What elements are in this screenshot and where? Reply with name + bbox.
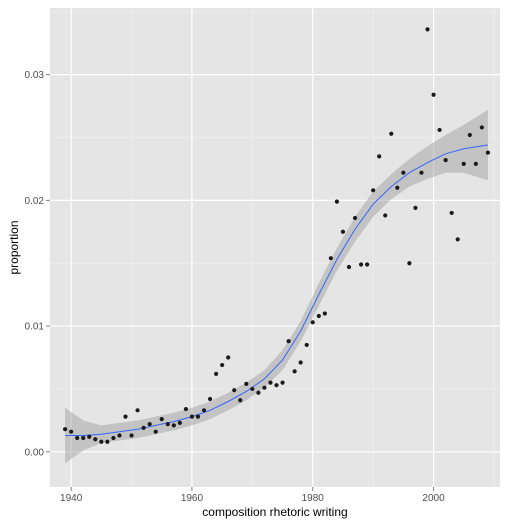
data-point [389, 131, 394, 136]
data-point [473, 161, 478, 166]
data-point [358, 262, 364, 267]
data-point [87, 434, 92, 439]
y-axis-title: proportion [7, 220, 21, 274]
x-axis-ticks: 1940 1960 1980 2000 [60, 487, 445, 504]
data-point [322, 311, 327, 316]
data-point [371, 188, 376, 193]
data-point [286, 339, 291, 344]
data-point [220, 362, 225, 368]
data-point [111, 435, 116, 441]
y-tick-label: 0.00 [25, 447, 45, 458]
x-tick-label: 2000 [422, 493, 445, 504]
data-point [250, 386, 255, 392]
y-tick-label: 0.01 [25, 322, 45, 333]
data-point [105, 439, 110, 444]
data-point [153, 429, 158, 434]
smooth-trend-line [65, 144, 488, 436]
data-point [334, 199, 340, 204]
data-point [232, 388, 237, 393]
data-point [377, 154, 382, 159]
data-point [395, 185, 400, 190]
data-point [214, 371, 219, 376]
major-gridlines [50, 8, 500, 487]
data-point [135, 408, 140, 413]
data-points [63, 27, 491, 444]
data-point [75, 435, 80, 441]
data-point [189, 414, 195, 419]
data-point [443, 158, 448, 163]
data-point [455, 237, 460, 242]
data-point [256, 390, 261, 395]
data-point [262, 385, 267, 390]
data-point [365, 262, 370, 267]
data-point [171, 423, 176, 428]
data-point [346, 264, 352, 270]
data-point [419, 170, 424, 175]
data-point [280, 380, 285, 385]
data-point [292, 369, 297, 374]
data-point [352, 215, 358, 221]
data-point [93, 437, 98, 442]
data-point [304, 342, 309, 348]
data-point [81, 435, 86, 441]
data-point [310, 320, 315, 325]
data-point [183, 406, 189, 412]
data-point [479, 125, 484, 130]
data-point [274, 383, 279, 388]
confidence-band [65, 109, 488, 464]
data-point [316, 313, 321, 319]
y-tick-label: 0.03 [25, 70, 45, 81]
x-axis-title: composition rhetoric writing [202, 505, 347, 519]
data-point [340, 229, 346, 234]
data-point [165, 422, 170, 427]
data-point [69, 429, 74, 434]
data-point [177, 420, 182, 425]
y-axis-ticks: 0.00 0.01 0.02 0.03 [25, 70, 50, 458]
data-point [99, 439, 104, 444]
data-point [431, 92, 436, 97]
plot-panel [50, 8, 500, 487]
data-point [195, 414, 201, 419]
data-point [328, 256, 333, 261]
data-point [201, 408, 207, 413]
data-point [401, 170, 406, 175]
data-point [159, 417, 164, 422]
data-point [485, 150, 491, 155]
data-point [467, 132, 472, 138]
data-point [147, 422, 152, 427]
data-point [425, 27, 430, 32]
data-point [226, 355, 231, 360]
x-tick-label: 1980 [302, 493, 325, 504]
data-point [437, 127, 442, 133]
data-point [268, 380, 273, 385]
x-tick-label: 1940 [60, 493, 83, 504]
x-tick-label: 1960 [181, 493, 204, 504]
y-tick-label: 0.02 [25, 196, 45, 207]
data-point [383, 213, 388, 218]
data-point [244, 381, 249, 387]
data-point [449, 210, 454, 216]
data-point [129, 433, 134, 438]
data-point [123, 414, 128, 419]
data-point [141, 425, 146, 431]
data-point [407, 261, 412, 266]
data-point [413, 205, 418, 210]
minor-gridlines [50, 8, 500, 487]
data-point [238, 398, 243, 403]
data-point [207, 396, 213, 402]
data-point [298, 360, 303, 365]
data-point [461, 161, 466, 166]
data-point [117, 433, 122, 438]
data-point [63, 427, 68, 432]
